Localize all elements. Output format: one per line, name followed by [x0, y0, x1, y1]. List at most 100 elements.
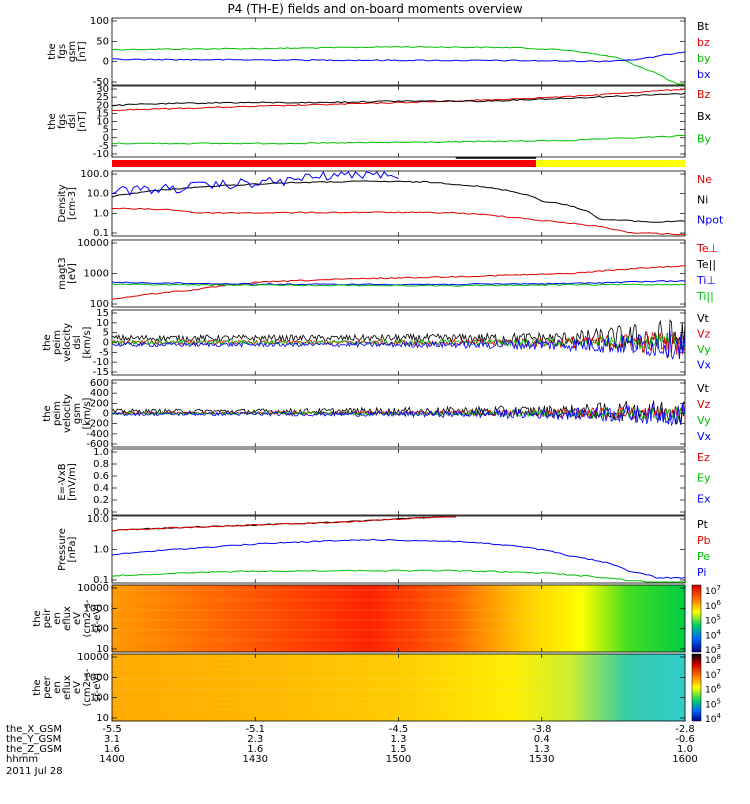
y-axis-label: the: [32, 610, 43, 626]
mode-bar-segment-red: [112, 160, 537, 167]
y-tick-label: 100: [90, 693, 109, 704]
y-tick-label: 0.8: [93, 459, 109, 470]
y-axis-label: en: [52, 681, 63, 694]
y-tick-label: -50: [93, 77, 109, 88]
legend-Ti||: Ti||: [696, 290, 714, 303]
spectrogram-band: [112, 708, 542, 710]
panel-density: 100.0 10.0 1.0 0.1 Density [cm-3] Ne Ni Npot: [57, 169, 724, 239]
y-axis-label: gsm: [72, 403, 83, 424]
date-label: 2011 Jul 28: [6, 766, 63, 777]
legend-Te⊥: Te⊥: [696, 242, 718, 255]
ephemeris-value: 1.3: [391, 734, 407, 745]
legend-Vx: Vx: [697, 430, 712, 443]
legend-bx: bx: [697, 68, 711, 81]
ephemeris-label: the_Y_GSM: [6, 734, 61, 745]
y-tick-label: 1000: [84, 269, 109, 280]
spectrogram-band: [112, 678, 542, 680]
legend-Vy: Vy: [697, 414, 711, 427]
panel-frame: [111, 448, 686, 516]
y-axis-label: gsm: [67, 41, 78, 62]
legend-Pb: Pb: [697, 534, 711, 547]
legend-Pe: Pe: [697, 550, 710, 563]
y-axis-label: [mV/m]: [67, 463, 78, 501]
y-tick-label: 1000: [84, 603, 109, 614]
plot-title: P4 (TH-E) fields and on-board moments ov…: [227, 2, 522, 16]
y-tick-label: -10: [93, 357, 109, 368]
y-tick-label: 100: [90, 624, 109, 635]
ephemeris-value: 1.6: [247, 744, 263, 755]
y-tick-label: 5: [103, 328, 109, 339]
y-tick-label: -5: [99, 141, 109, 152]
y-axis-label: dsl: [67, 114, 78, 128]
y-axis-label: the: [32, 679, 43, 695]
y-tick-label: 10: [96, 117, 109, 128]
colorbar-tick-label: 103: [705, 643, 721, 656]
series-electron-velocity-Vx: [111, 330, 686, 360]
time-tick-label: 1600: [672, 754, 697, 765]
legend-Ex: Ex: [697, 492, 711, 505]
ephemeris-value: -4.5: [389, 724, 409, 735]
y-axis-label: (cm2-s-: [82, 668, 93, 706]
colorbar-tick-label: 105: [705, 697, 721, 710]
y-tick-label: 5: [103, 125, 109, 136]
y-axis-label: fgs: [57, 44, 68, 59]
y-tick-label: 1.0: [93, 208, 109, 219]
ephemeris-value: -5.5: [102, 724, 122, 735]
y-tick-label: -400: [86, 429, 109, 440]
panel-temperature: 10000 1000 100 magt3 [eV] Te⊥ Te|| Ti⊥ Ti||: [57, 238, 718, 310]
y-axis-label: eV: [72, 681, 83, 694]
y-tick-label: 10.0: [87, 189, 109, 200]
ephemeris-label: the_X_GSM: [6, 724, 62, 735]
y-tick-label: 100.0: [80, 169, 109, 180]
ephemeris-label: the_Z_GSM: [6, 744, 62, 755]
y-axis-label: [nPa]: [67, 536, 78, 562]
series-density-Ne: [111, 207, 686, 236]
panel-frame: [111, 239, 686, 308]
y-axis-label: peim: [52, 330, 63, 355]
legend-Ey: Ey: [697, 472, 711, 485]
y-tick-label: 10000: [77, 652, 109, 663]
y-tick-label: 0: [103, 133, 109, 144]
legend-Ni: Ni: [697, 193, 708, 206]
legend-Vx: Vx: [697, 358, 712, 371]
ephemeris-value: 2.3: [247, 734, 263, 745]
y-tick-label: -10: [93, 149, 109, 160]
legend-by: by: [697, 52, 711, 65]
legend-Pi: Pi: [697, 566, 706, 579]
series-fgs-gsm-by: [111, 45, 685, 85]
y-axis-label: magt3: [57, 257, 68, 290]
legend-Bz: Bz: [697, 88, 711, 101]
y-tick-label: 10000: [77, 583, 109, 594]
legend-Ez: Ez: [697, 451, 710, 464]
y-axis-label: peer: [42, 675, 53, 699]
y-tick-label: -5: [99, 347, 109, 358]
ephemeris-value: -0.6: [675, 734, 695, 745]
y-axis-label: eV: [72, 612, 83, 625]
legend-Npot: Npot: [697, 214, 724, 227]
y-axis-label: the: [42, 405, 53, 421]
series-pressure-Pb: [111, 516, 456, 532]
y-axis-label: eflux: [62, 675, 73, 700]
spectrogram-band: [112, 589, 542, 591]
panel-frame: [111, 17, 686, 86]
y-axis-label: E=-VxB: [57, 463, 68, 500]
ephemeris-value: 1.0: [677, 744, 693, 755]
ephemeris-value: -3.8: [532, 724, 552, 735]
series-electron-velocity-Vz: [111, 331, 686, 356]
legend-Bx: Bx: [697, 110, 712, 123]
y-axis-label: velocity: [62, 394, 73, 433]
y-tick-label: 25: [96, 92, 109, 103]
time-tick-label: 1500: [386, 754, 411, 765]
series-pressure-Pi: [111, 538, 686, 579]
spectrogram-band: [112, 639, 542, 641]
y-tick-label: 600: [90, 378, 109, 389]
spectrogram-band: [112, 698, 542, 700]
y-tick-label: 10.0: [87, 514, 109, 525]
y-axis-label: [cm-3]: [67, 187, 78, 220]
colorbar-tick-label: 106: [705, 683, 721, 696]
y-axis-label: eflux: [62, 606, 73, 631]
time-tick-label: 1530: [529, 754, 554, 765]
y-axis-label: peim: [52, 401, 63, 426]
